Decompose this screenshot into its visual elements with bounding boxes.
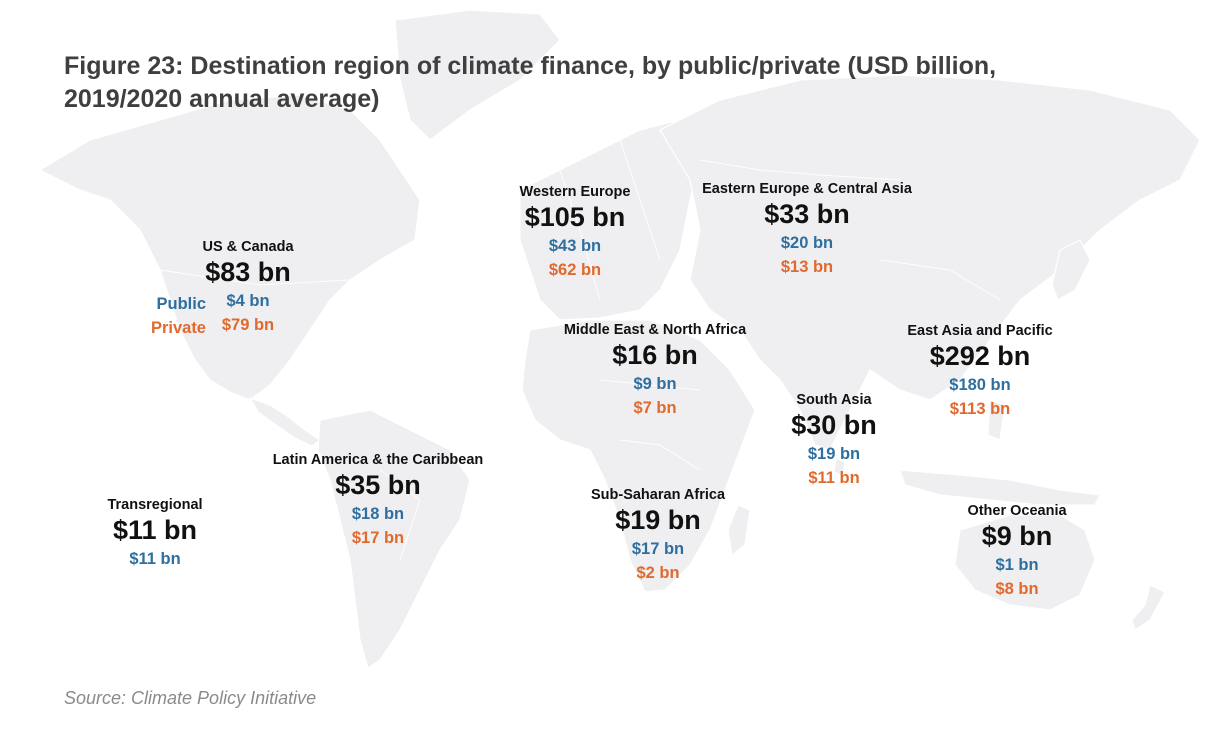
region-name: Sub-Saharan Africa <box>590 487 726 503</box>
region-south-asia: South Asia $30 bn $19 bn $11 bn <box>774 392 894 490</box>
region-total: $11 bn <box>112 515 198 545</box>
region-public-value: $19 bn <box>807 445 861 463</box>
region-middle-east-north-africa: Middle East & North Africa $16 bn $9 bn … <box>545 322 765 420</box>
region-eastern-europe-central-asia: Eastern Europe & Central Asia $33 bn $20… <box>687 181 927 279</box>
region-name: Other Oceania <box>967 503 1067 519</box>
region-western-europe: Western Europe $105 bn $43 bn $62 bn <box>495 184 655 282</box>
australia-shape <box>954 514 1096 611</box>
region-total: $30 bn <box>791 410 877 440</box>
central-america-shape <box>248 396 322 447</box>
region-sub-saharan-africa: Sub-Saharan Africa $19 bn $17 bn $2 bn <box>568 487 748 585</box>
sri-lanka-shape <box>833 457 846 477</box>
asia-shape <box>659 74 1201 451</box>
region-public-value: $11 bn <box>129 550 181 568</box>
legend: Public Private <box>130 292 206 340</box>
region-transregional: Transregional $11 bn $11 bn <box>95 497 215 571</box>
south-america-shape <box>317 409 471 669</box>
region-total: $292 bn <box>929 341 1031 371</box>
legend-public-label: Public <box>156 295 206 313</box>
north-america-shape <box>38 94 421 401</box>
region-private-value: $13 bn <box>780 258 834 276</box>
region-private-value: $17 bn <box>351 529 405 547</box>
region-name: US & Canada <box>202 239 294 255</box>
region-name: Transregional <box>107 497 203 513</box>
africa-shape <box>521 319 756 593</box>
region-total: $35 bn <box>335 470 421 500</box>
region-public-value: $43 bn <box>548 237 602 255</box>
legend-private-label: Private <box>150 319 206 337</box>
region-private-value: $2 bn <box>636 564 680 582</box>
region-name: Eastern Europe & Central Asia <box>702 181 912 197</box>
region-private-value: $113 bn <box>949 400 1011 418</box>
region-total: $33 bn <box>764 199 850 229</box>
region-total: $9 bn <box>981 521 1053 551</box>
indonesia-shape <box>899 469 1101 506</box>
figure-title-line-2: 2019/2020 annual average) <box>64 85 380 113</box>
region-total: $19 bn <box>615 505 701 535</box>
region-us-canada: US & Canada $83 bn $4 bn $79 bn <box>168 239 328 337</box>
region-total: $105 bn <box>524 202 626 232</box>
region-total: $16 bn <box>612 340 698 370</box>
region-total: $83 bn <box>205 257 291 287</box>
region-other-oceania: Other Oceania $9 bn $1 bn $8 bn <box>957 503 1077 601</box>
region-private-value: $8 bn <box>995 580 1039 598</box>
region-public-value: $1 bn <box>995 556 1039 574</box>
region-public-value: $9 bn <box>633 375 677 393</box>
new-zealand-shape <box>1131 584 1166 631</box>
region-name: East Asia and Pacific <box>907 323 1053 339</box>
region-public-value: $18 bn <box>351 505 405 523</box>
region-private-value: $11 bn <box>808 469 860 487</box>
source-note: Source: Climate Policy Initiative <box>64 688 317 708</box>
region-public-value: $20 bn <box>780 234 834 252</box>
japan-shape <box>1051 239 1091 301</box>
region-latin-america-caribbean: Latin America & the Caribbean $35 bn $18… <box>258 452 498 550</box>
region-private-value: $62 bn <box>548 261 602 279</box>
madagascar-shape <box>727 504 751 557</box>
region-name: Latin America & the Caribbean <box>272 452 484 468</box>
region-name: Western Europe <box>519 184 631 200</box>
region-public-value: $4 bn <box>226 292 270 310</box>
greenland-shape <box>394 9 561 141</box>
region-public-value: $180 bn <box>949 376 1011 394</box>
region-private-value: $79 bn <box>221 316 275 334</box>
figure-title-line-1: Figure 23: Destination region of climate… <box>64 52 997 80</box>
region-private-value: $7 bn <box>633 399 677 417</box>
region-east-asia-pacific: East Asia and Pacific $292 bn $180 bn $1… <box>890 323 1070 421</box>
region-public-value: $17 bn <box>631 540 685 558</box>
philippines-shape <box>987 399 1006 441</box>
region-name: Middle East & North Africa <box>563 322 747 338</box>
region-name: South Asia <box>796 392 872 408</box>
figure-title: Figure 23: Destination region of climate… <box>64 50 1064 116</box>
